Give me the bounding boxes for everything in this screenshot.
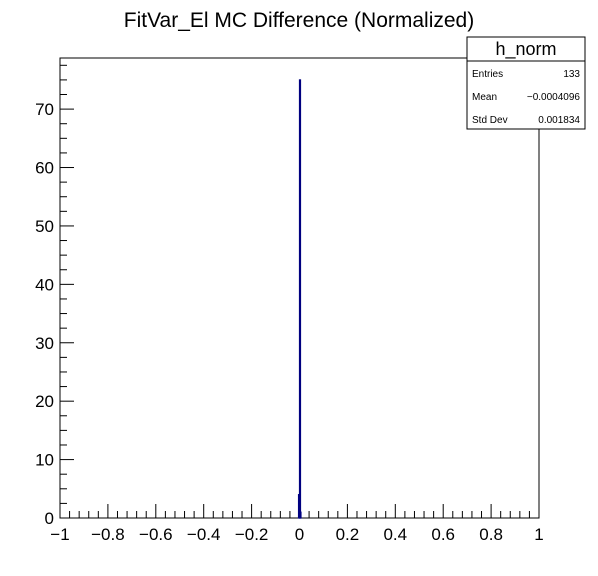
stats-mean-value: −0.0004096 [527,92,581,103]
x-tick-label: 0.4 [383,525,407,544]
x-tick-label: 0.2 [336,525,360,544]
x-tick-label: 0.8 [479,525,503,544]
x-tick-label: −1 [50,525,69,544]
y-axis-ticks: 0 10 20 30 40 50 60 70 [35,64,74,528]
y-tick-label: 10 [35,451,54,470]
x-tick-label: −0.4 [187,525,221,544]
y-tick-label: 70 [35,100,54,119]
stats-mean-label: Mean [472,92,497,103]
y-tick-label: 20 [35,392,54,411]
x-axis-ticks: −1 −0.8 −0.6 −0.4 −0.2 0 0.2 0.4 0.6 0.8 1 [50,504,544,544]
x-tick-label: −0.2 [235,525,269,544]
y-tick-label: 50 [35,217,54,236]
histogram-bin [298,79,302,519]
stats-stddev-value: 0.001834 [538,115,580,126]
stats-box-frame [466,36,586,130]
stats-entries-value: 133 [563,69,580,80]
x-tick-label: −0.6 [139,525,173,544]
histogram-bins [297,79,302,519]
stats-box-name: h_norm [495,39,556,60]
x-tick-label: 0.6 [431,525,455,544]
chart-title: FitVar_El MC Difference (Normalized) [124,9,474,32]
x-tick-label: −0.8 [91,525,125,544]
stats-stddev-label: Std Dev [472,115,508,126]
stats-entries-label: Entries [472,69,503,80]
y-tick-label: 40 [35,275,54,294]
stats-box: h_norm Entries 133 Mean −0.0004096 Std D… [466,36,586,130]
x-tick-label: 1 [534,525,543,544]
histogram-bin [299,511,302,519]
y-tick-label: 0 [45,509,54,528]
y-tick-label: 60 [35,159,54,178]
x-tick-label: 0 [295,525,304,544]
y-tick-label: 30 [35,334,54,353]
